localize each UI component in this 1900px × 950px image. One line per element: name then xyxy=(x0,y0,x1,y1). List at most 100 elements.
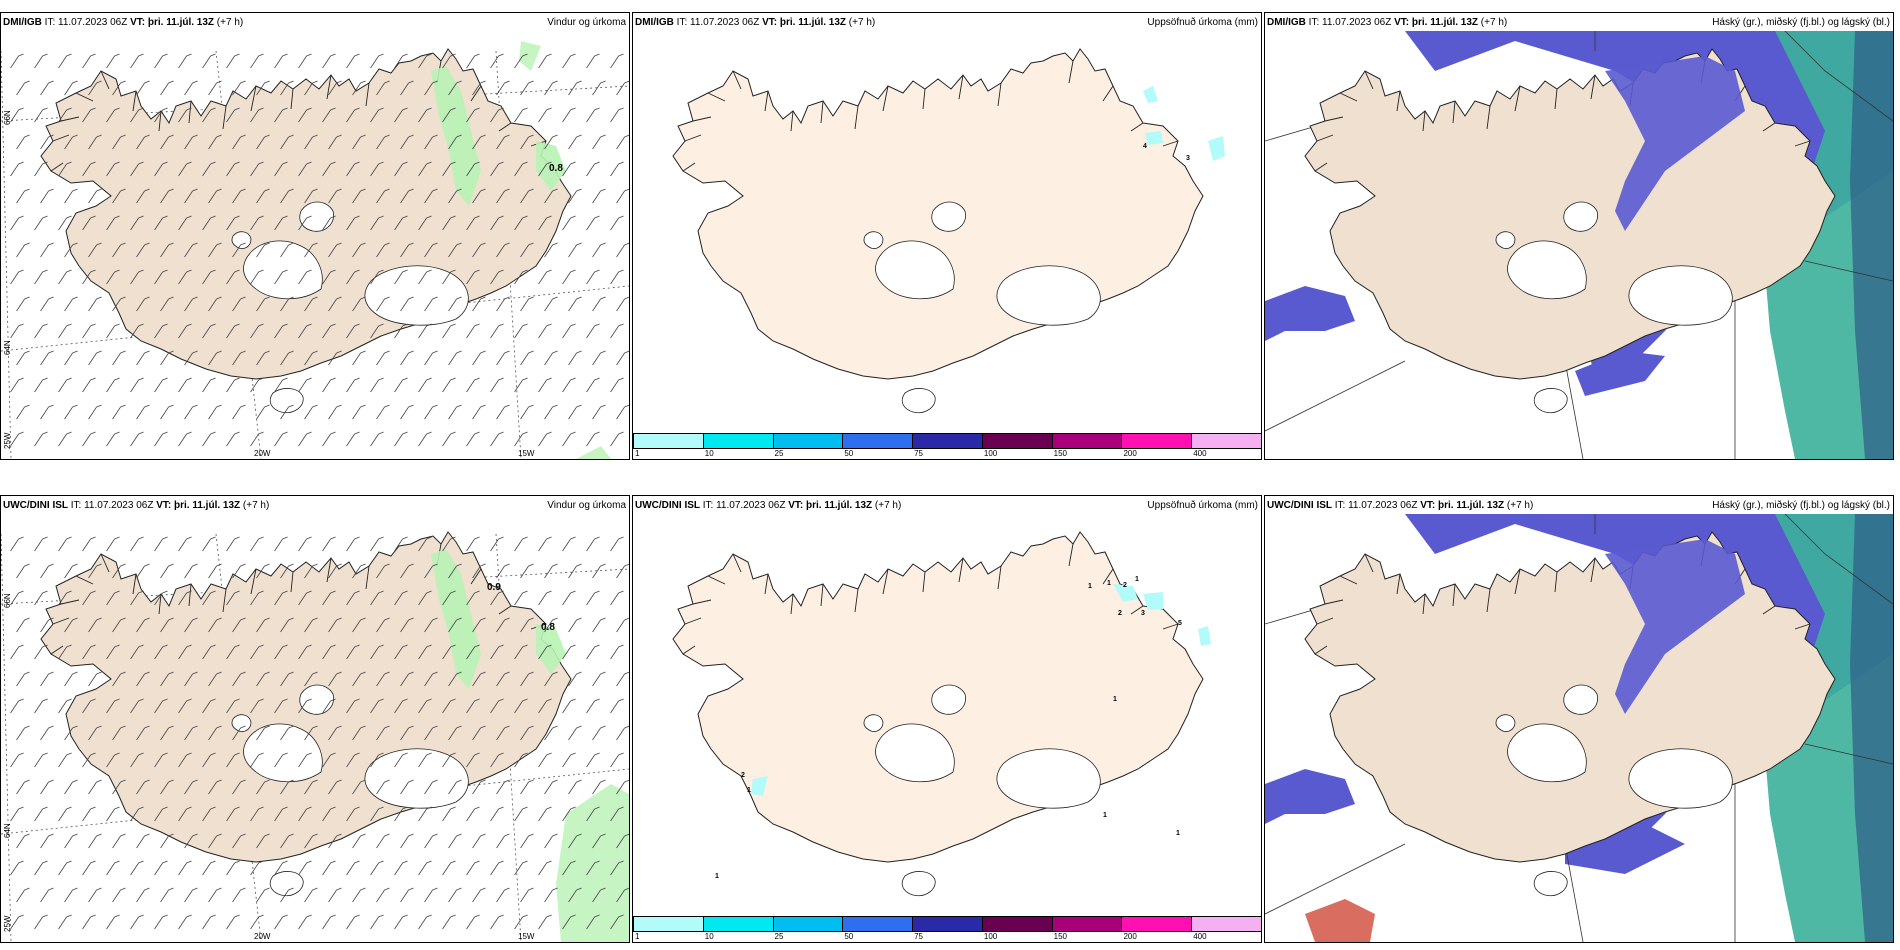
glacier xyxy=(269,871,304,897)
glacier xyxy=(1495,714,1516,732)
valid-time: VT: þri. 11.júl. 13Z xyxy=(762,17,847,28)
map-canvas xyxy=(1,531,629,942)
graticule-label: 20W xyxy=(254,449,271,458)
max-value-label: 0.8 xyxy=(541,622,555,633)
panel-precip-uwc: UWC/DINI ISL IT: 11.07.2023 06Z VT: þri.… xyxy=(632,495,1262,943)
init-time: IT: 11.07.2023 06Z xyxy=(673,17,763,28)
low-cloud-area xyxy=(1850,514,1893,942)
colorbar-swatch xyxy=(981,434,1052,448)
graticule-label: 15W xyxy=(518,932,535,941)
colorbar-tick-label: 25 xyxy=(774,932,784,941)
graticule-label: 66N xyxy=(3,110,12,125)
colorbar: 1 10 25 50 75 100 150 200 400 xyxy=(633,433,1261,459)
graticule-label: 15W xyxy=(518,449,535,458)
colorbar-swatch xyxy=(981,917,1052,931)
fjord-lines xyxy=(682,60,1179,172)
graticule-label: 64N xyxy=(3,340,12,355)
model-name: UWC/DINI ISL xyxy=(635,500,700,511)
glacier xyxy=(875,723,955,783)
colorbar-labels: 1 10 25 50 75 100 150 200 400 xyxy=(633,449,1261,459)
init-time: IT: 11.07.2023 06Z xyxy=(68,500,157,511)
colorbar-swatch xyxy=(702,434,773,448)
panel-header: UWC/DINI ISL IT: 11.07.2023 06Z VT: þri.… xyxy=(1265,496,1893,516)
panel-header: DMI/IGB IT: 11.07.2023 06Z VT: þri. 11.j… xyxy=(633,13,1261,33)
glacier xyxy=(1563,201,1598,232)
colorbar-swatch xyxy=(633,917,703,931)
glacier xyxy=(996,748,1101,809)
model-name: DMI/IGB xyxy=(635,17,674,28)
model-name: DMI/IGB xyxy=(3,17,42,28)
panel-wind-uwc: UWC/DINI ISL IT: 11.07.2023 06Z VT: þri.… xyxy=(0,495,630,943)
colorbar-swatch xyxy=(633,434,703,448)
precip-value-label: 1 xyxy=(747,787,751,794)
rain-area xyxy=(576,446,611,459)
precip-value-label: 3 xyxy=(1141,610,1145,617)
header-run-info: DMI/IGB IT: 11.07.2023 06Z VT: þri. 11.j… xyxy=(635,13,875,33)
header-run-info: UWC/DINI ISL IT: 11.07.2023 06Z VT: þri.… xyxy=(3,496,269,516)
colorbar-tick-label: 200 xyxy=(1123,932,1137,941)
precip-value-label: 1 xyxy=(1113,696,1117,703)
rain-area xyxy=(556,784,629,942)
high-cloud-west xyxy=(1265,286,1355,341)
lead-time: (+7 h) xyxy=(1478,17,1508,28)
colorbar-labels: 1 10 25 50 75 100 150 200 400 xyxy=(633,932,1261,942)
glacier xyxy=(299,684,334,715)
glacier xyxy=(231,714,252,732)
colorbar: 1 10 25 50 75 100 150 200 400 xyxy=(633,916,1261,942)
valid-time: VT: þri. 11.júl. 13Z xyxy=(156,500,241,511)
colorbar-swatch xyxy=(912,917,982,931)
panel-header: DMI/IGB IT: 11.07.2023 06Z VT: þri. 11.j… xyxy=(1265,13,1893,33)
colorbar-tick-label: 75 xyxy=(914,449,924,458)
colorbar-tick-label: 1 xyxy=(635,932,640,941)
colorbar-swatch xyxy=(842,434,913,448)
panel-header: DMI/IGB IT: 11.07.2023 06Z VT: þri. 11.j… xyxy=(1,13,629,33)
colorbar-tick-label: 25 xyxy=(774,449,784,458)
precip-value-label: 5 xyxy=(1178,620,1182,627)
map-canvas xyxy=(1265,514,1893,942)
precip-value-label: 1 xyxy=(1135,576,1139,583)
glacier xyxy=(299,201,334,232)
colorbar-tick-label: 400 xyxy=(1193,449,1207,458)
precip-value-label: 4 xyxy=(1143,143,1147,150)
colorbar-swatch xyxy=(1121,917,1192,931)
glacier xyxy=(1533,388,1568,414)
init-time: IT: 11.07.2023 06Z xyxy=(1305,17,1395,28)
max-value-label: 0.8 xyxy=(549,163,563,174)
header-run-info: UWC/DINI ISL IT: 11.07.2023 06Z VT: þri.… xyxy=(1267,496,1533,516)
panel-title: Uppsöfnuð úrkoma (mm) xyxy=(1147,17,1258,28)
rain-area xyxy=(536,624,566,674)
valid-time: VT: þri. 11.júl. 13Z xyxy=(1394,17,1479,28)
lead-time: (+7 h) xyxy=(214,17,244,28)
graticule-label: 20W xyxy=(254,932,271,941)
glacier xyxy=(1533,871,1568,897)
rain-area xyxy=(519,41,541,71)
panel-title: Háský (gr.), miðský (fj.bl.) og lágský (… xyxy=(1712,17,1890,28)
colorbar-tick-label: 100 xyxy=(983,932,998,941)
colorbar-tick-label: 1 xyxy=(635,449,640,458)
glacier xyxy=(863,231,884,249)
colorbar-swatch xyxy=(1191,917,1261,931)
colorbar-tick-label: 50 xyxy=(844,932,854,941)
precip-value-label: 2 xyxy=(741,772,745,779)
valid-time: VT: þri. 11.júl. 13Z xyxy=(130,17,215,28)
precip-value-label: 1 xyxy=(1107,580,1111,587)
glacier xyxy=(1563,684,1598,715)
max-value-label: 0.9 xyxy=(487,582,501,593)
graticule-label: 66N xyxy=(3,593,12,608)
glacier xyxy=(231,231,252,249)
panel-header: UWC/DINI ISL IT: 11.07.2023 06Z VT: þri.… xyxy=(633,496,1261,516)
precip-value-label: 2 xyxy=(1123,582,1127,589)
glacier xyxy=(931,201,966,232)
init-time: IT: 11.07.2023 06Z xyxy=(1332,500,1421,511)
map-canvas xyxy=(672,531,1211,897)
panel-precip-dmi: DMI/IGB IT: 11.07.2023 06Z VT: þri. 11.j… xyxy=(632,12,1262,460)
colorbar-tick-label: 400 xyxy=(1193,932,1207,941)
glacier xyxy=(996,265,1101,326)
map-canvas xyxy=(672,48,1225,414)
panel-title: Vindur og úrkoma xyxy=(547,500,626,511)
colorbar-swatch xyxy=(1051,917,1122,931)
wind-barbs xyxy=(10,53,629,447)
colorbar-tick-label: 50 xyxy=(844,449,854,458)
panel-title: Háský (gr.), miðský (fj.bl.) og lágský (… xyxy=(1712,500,1890,511)
model-name: UWC/DINI ISL xyxy=(3,500,68,511)
